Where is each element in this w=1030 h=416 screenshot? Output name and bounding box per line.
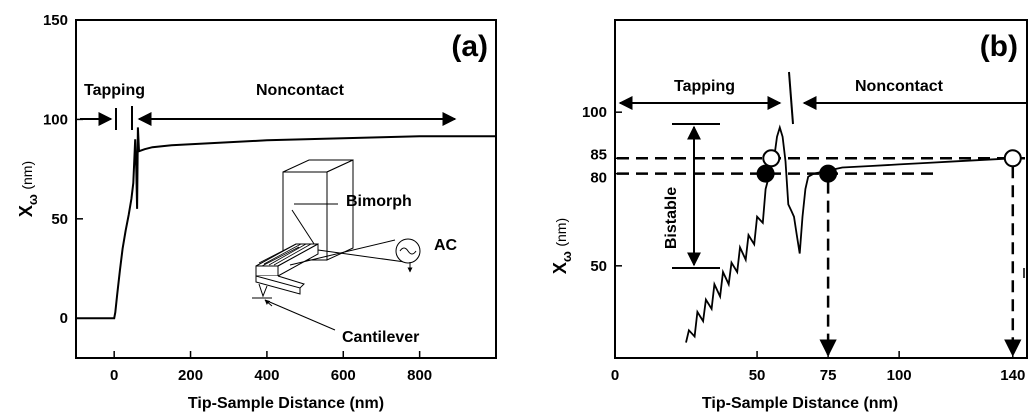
x-tick-label-a: 400: [254, 367, 279, 384]
cantilever-label: Cantilever: [342, 329, 419, 346]
y-tick-label-a: 150: [43, 12, 68, 29]
y-tick-label-b: 50: [590, 258, 607, 275]
open-marker: [763, 150, 779, 166]
y-tick-label-a: 50: [51, 211, 68, 228]
x-tick-label-a: 0: [110, 367, 118, 384]
x-tick-label-b: 140: [1000, 367, 1025, 384]
noncontact-label-a: Noncontact: [256, 82, 345, 99]
tapping-label-b: Tapping: [674, 78, 735, 95]
bimorph-schematic: [252, 160, 420, 330]
x-tick-label-b: 50: [749, 367, 766, 384]
bistable-label: Bistable: [663, 187, 680, 249]
panel-b: 0 50 75 100 140 50 80 85 100 (b) Tip-Sample Dist…: [550, 20, 1027, 412]
svg-text:Xω (nm): Xω (nm): [16, 161, 40, 217]
x-tick-label-b: 100: [887, 367, 912, 384]
panel-label-b: (b): [980, 30, 1018, 63]
y-tick-label-a: 0: [60, 310, 68, 327]
open-marker: [1005, 150, 1021, 166]
y-axis-label-a: Xω (nm): [16, 161, 40, 217]
filled-marker: [758, 166, 774, 182]
x-axis-label-b: Tip-Sample Distance (nm): [702, 395, 898, 412]
bimorph-label: Bimorph: [346, 193, 412, 210]
ac-label: AC: [434, 237, 458, 254]
x-tick-label-b: 0: [611, 367, 619, 384]
y-tick-label-b: 85: [590, 146, 607, 163]
x-tick-label-a: 800: [407, 367, 432, 384]
filled-marker: [820, 166, 836, 182]
x-tick-label-b: 75: [820, 367, 837, 384]
y-axis-label-b: Xω (nm): [550, 218, 574, 274]
panel-a: 0 200 400 600 800 0 50 100 150 (a) Tip-Sample Di…: [16, 12, 496, 412]
tapping-label-a: Tapping: [84, 82, 145, 99]
y-tick-label-b: 80: [590, 170, 607, 187]
svg-text:Xω (nm): Xω (nm): [550, 218, 574, 274]
x-tick-label-a: 600: [331, 367, 356, 384]
y-tick-label-b: 100: [582, 104, 607, 121]
data-line-b: [686, 128, 1013, 343]
x-axis-label-a: Tip-Sample Distance (nm): [188, 395, 384, 412]
noncontact-label-b: Noncontact: [855, 78, 944, 95]
cantilever-body: [256, 244, 318, 296]
boundary-marker-b: [789, 72, 793, 124]
y-tick-label-a: 100: [43, 111, 68, 128]
panel-label-a: (a): [451, 30, 488, 63]
x-tick-label-a: 200: [178, 367, 203, 384]
